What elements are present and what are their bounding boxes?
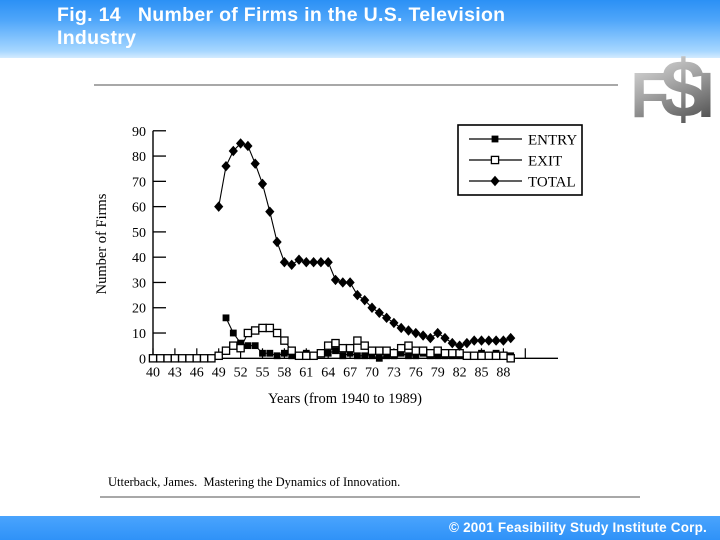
logo-dollar-icon: $: [660, 44, 697, 135]
x-tick-label: 55: [256, 365, 270, 380]
y-tick-label: 90: [132, 125, 146, 140]
y-tick-label: 30: [132, 276, 146, 291]
x-tick-label: 73: [387, 365, 401, 380]
slide-title-text: Number of Firms in the U.S. Television: [137, 4, 506, 26]
x-tick-label: 82: [453, 365, 467, 380]
y-tick-label: 70: [132, 175, 146, 190]
y-tick-label: 20: [132, 302, 146, 317]
axes: 0 10 20 30 40 50 60 70 80 90 40 43 46 49 52 55 58 61 64 67 7…: [132, 125, 558, 380]
x-tick-label: 70: [365, 365, 379, 380]
y-tick-label: 60: [132, 201, 146, 216]
exit-series: [148, 323, 515, 363]
y-tick-label: 50: [132, 226, 146, 241]
title-bar: Fig. 14 Number of Firms in the U.S. Telev…: [0, 0, 720, 58]
slide-title-line1: Fig. 14 Number of Firms in the U.S. Telev…: [57, 4, 720, 27]
copyright-text: © 2001 Feasibility Study Institute Corp.: [448, 520, 707, 535]
x-tick-label: 46: [190, 365, 204, 380]
x-tick-label: 43: [168, 365, 182, 380]
x-tick-label: 40: [146, 365, 160, 380]
x-tick-label: 49: [212, 365, 226, 380]
x-tick-label: 76: [409, 365, 423, 380]
logo-letter-i: I: [696, 59, 706, 131]
x-tick-label: 67: [343, 365, 357, 380]
logo-letter-f: F: [630, 59, 661, 131]
legend-label-total: TOTAL: [528, 175, 576, 191]
top-divider: [94, 84, 618, 86]
legend-label-exit: EXIT: [528, 154, 562, 170]
y-tick-label: 40: [132, 251, 146, 266]
x-tick-label: 79: [431, 365, 445, 380]
legend-label-entry: ENTRY: [528, 133, 577, 149]
x-tick-label: 85: [475, 365, 489, 380]
footer-bar: © 2001 Feasibility Study Institute Corp.: [0, 516, 720, 540]
x-tick-label: 58: [277, 365, 291, 380]
chart-svg: 0 10 20 30 40 50 60 70 80 90 40 43 46 49 52 55 58 61 64 67 7…: [94, 124, 583, 407]
figure-label: Fig. 14: [57, 4, 121, 26]
x-axis-title: Years (from 1940 to 1989): [268, 391, 422, 407]
x-tick-label: 88: [496, 365, 510, 380]
x-tick-label: 61: [299, 365, 313, 380]
x-tick-label: 64: [321, 365, 335, 380]
slide-title-line2: Industry: [57, 27, 137, 49]
y-axis-title: Number of Firms: [94, 193, 110, 294]
legend: ENTRY EXIT TOTAL: [457, 124, 583, 196]
y-tick-label: 80: [132, 150, 146, 165]
y-tick-label: 10: [132, 327, 146, 342]
chart-area: 0 10 20 30 40 50 60 70 80 90 40 43 46 49 52 55 58 61 64 67 7…: [88, 100, 588, 430]
fsi-logo: F$I: [618, 44, 718, 136]
bottom-divider: [100, 496, 640, 498]
x-tick-label: 52: [234, 365, 248, 380]
citation-line1: Utterback, James. Mastering the Dynamics…: [108, 475, 401, 489]
y-tick-label: 0: [139, 352, 146, 367]
